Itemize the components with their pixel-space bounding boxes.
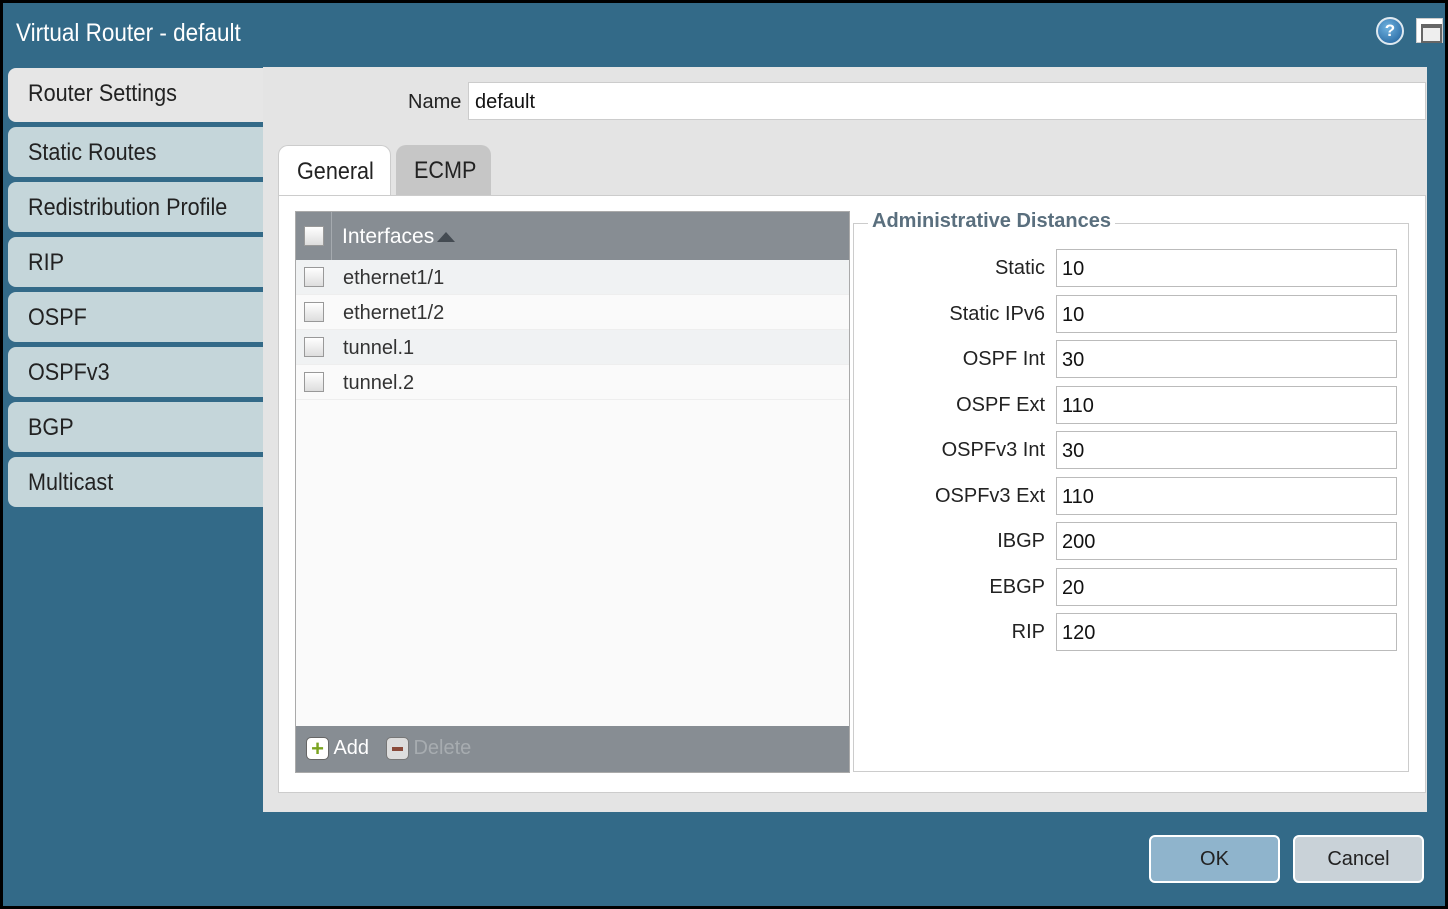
delete-label: Delete <box>413 737 472 759</box>
table-row[interactable]: tunnel.1 <box>296 330 849 365</box>
content-area: Name default General ECMP Interfaces eth… <box>263 67 1427 812</box>
sidebar-item-redistribution-profile[interactable]: Redistribution Profile <box>8 182 263 232</box>
general-panel: Interfaces ethernet1/1 ethernet1/2 tunne… <box>278 195 1426 793</box>
interface-name: ethernet1/1 <box>343 267 445 289</box>
sidebar-item-label: Router Settings <box>28 80 177 107</box>
table-row[interactable]: tunnel.2 <box>296 365 849 400</box>
admin-distance-input[interactable]: 30 <box>1056 340 1397 378</box>
minus-icon <box>386 737 409 760</box>
tab-ecmp[interactable]: ECMP <box>396 145 491 195</box>
tab-general[interactable]: General <box>278 145 391 196</box>
sidebar-item-label: BGP <box>28 414 74 441</box>
ok-button[interactable]: OK <box>1149 835 1280 883</box>
admin-distance-input[interactable]: 10 <box>1056 249 1397 287</box>
grid-header: Interfaces <box>296 212 849 260</box>
interfaces-list: ethernet1/1 ethernet1/2 tunnel.1 tunnel.… <box>296 260 849 400</box>
admin-distance-label: EBGP <box>989 575 1045 598</box>
sidebar-item-label: OSPFv3 <box>28 359 110 386</box>
admin-distances-title: Administrative Distances <box>868 210 1115 233</box>
sort-ascending-icon <box>437 232 455 242</box>
tab-label: General <box>297 158 374 185</box>
interfaces-grid: Interfaces ethernet1/1 ethernet1/2 tunne… <box>295 211 850 773</box>
admin-distance-input[interactable]: 200 <box>1056 522 1397 560</box>
delete-button[interactable]: Delete <box>386 737 471 760</box>
plus-icon: + <box>306 737 329 760</box>
cancel-button[interactable]: Cancel <box>1293 835 1424 883</box>
admin-distance-label: Static <box>994 257 1045 279</box>
sidebar-item-static-routes[interactable]: Static Routes <box>8 127 263 177</box>
row-checkbox[interactable] <box>304 302 324 322</box>
sidebar-item-multicast[interactable]: Multicast <box>8 457 263 507</box>
sidebar-item-label: Static Routes <box>28 139 157 166</box>
interface-name: ethernet1/2 <box>343 302 445 324</box>
row-checkbox[interactable] <box>304 337 324 357</box>
sidebar-item-label: RIP <box>28 249 65 276</box>
select-all-checkbox[interactable] <box>304 226 324 246</box>
add-button[interactable]: + Add <box>306 737 369 760</box>
interfaces-column-header[interactable]: Interfaces <box>342 225 435 248</box>
table-row[interactable]: ethernet1/2 <box>296 295 849 330</box>
help-icon[interactable]: ? <box>1376 17 1404 45</box>
tab-label: ECMP <box>414 157 477 184</box>
sidebar-item-bgp[interactable]: BGP <box>8 402 263 452</box>
admin-distance-input[interactable]: 20 <box>1056 567 1397 606</box>
sidebar-item-ospfv3[interactable]: OSPFv3 <box>8 347 263 397</box>
sidebar-item-label: OSPF <box>28 304 87 331</box>
name-label: Name <box>408 91 462 113</box>
dialog-window: Virtual Router - default ? Router Settin… <box>3 3 1445 906</box>
name-input[interactable]: default <box>468 82 1426 120</box>
row-checkbox[interactable] <box>304 267 324 287</box>
admin-distance-label: OSPF Ext <box>956 393 1045 416</box>
interface-name: tunnel.2 <box>343 372 415 394</box>
sidebar-item-label: Multicast <box>28 469 114 496</box>
admin-distance-input[interactable]: 110 <box>1056 476 1397 515</box>
add-label: Add <box>333 737 370 759</box>
maximize-icon[interactable] <box>1416 18 1443 43</box>
row-checkbox[interactable] <box>304 372 324 392</box>
admin-distance-input[interactable]: 10 <box>1056 294 1397 333</box>
sidebar-item-ospf[interactable]: OSPF <box>8 292 263 342</box>
admin-distance-input[interactable]: 120 <box>1056 613 1397 651</box>
admin-distance-input[interactable]: 30 <box>1056 431 1397 469</box>
admin-distance-label: RIP <box>1011 621 1045 643</box>
sidebar-item-rip[interactable]: RIP <box>8 237 263 287</box>
interface-name: tunnel.1 <box>343 337 415 359</box>
sidebar-item-router-settings[interactable]: Router Settings <box>8 68 263 122</box>
table-row[interactable]: ethernet1/1 <box>296 260 849 295</box>
grid-toolbar: + Add Delete <box>296 726 849 772</box>
admin-distance-label: IBGP <box>997 530 1045 552</box>
admin-distance-input[interactable]: 110 <box>1056 385 1397 424</box>
admin-distance-label: OSPFv3 Int <box>941 439 1045 461</box>
admin-distances-fieldset <box>853 223 1409 772</box>
admin-distance-label: OSPFv3 Ext <box>934 484 1045 507</box>
sidebar-item-label: Redistribution Profile <box>28 194 228 221</box>
dialog-title: Virtual Router - default <box>16 19 241 47</box>
admin-distance-label: Static IPv6 <box>949 302 1045 325</box>
admin-distance-label: OSPF Int <box>962 348 1045 370</box>
